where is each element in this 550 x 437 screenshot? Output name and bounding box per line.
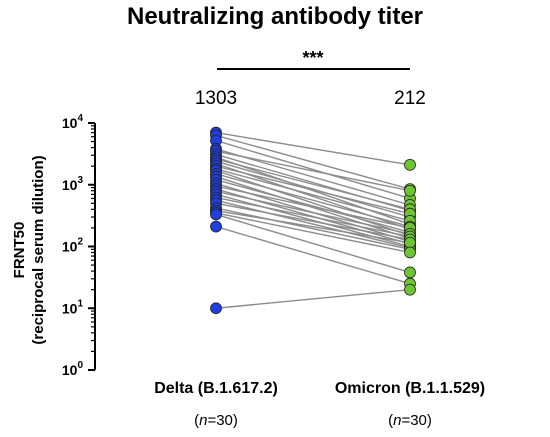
gmt-value-label: 212 <box>394 88 426 109</box>
pair-line <box>215 139 411 200</box>
y-tick-label: 104 <box>62 113 84 131</box>
pair-line <box>215 165 411 215</box>
chart-title: Neutralizing antibody titer <box>127 3 423 30</box>
x-category-label: Omicron (B.1.1.529) <box>335 380 485 397</box>
omicron-point <box>404 266 416 279</box>
pair-line <box>215 156 411 225</box>
omicron-point <box>404 283 416 296</box>
pair-line <box>215 131 411 166</box>
pair-line <box>215 168 411 222</box>
gmt-labels: 1303 212 <box>195 88 426 109</box>
pair-line <box>215 169 411 237</box>
y-tick-exponent: 4 <box>77 113 83 124</box>
pair-line <box>215 207 411 251</box>
omicron-point <box>404 246 416 259</box>
significance-bracket: *** <box>217 48 410 70</box>
pair-line <box>215 212 411 254</box>
pair-line <box>215 173 411 228</box>
sample-size-label: (n=30) <box>194 412 238 429</box>
y-tick-base: 10 <box>62 300 78 316</box>
pair-line <box>215 196 411 238</box>
pair-line <box>215 190 411 235</box>
pair-line <box>215 185 411 229</box>
significance-label: *** <box>302 48 323 68</box>
y-tick-base: 10 <box>62 177 78 193</box>
pair-lines <box>215 131 411 309</box>
gmt-value-label: 1303 <box>195 88 237 109</box>
pair-line <box>215 199 411 249</box>
delta-point <box>210 220 222 233</box>
y-tick-label: 101 <box>62 298 84 316</box>
y-tick-label: 100 <box>62 360 84 378</box>
pair-line <box>215 225 411 285</box>
data-points <box>210 126 416 315</box>
y-axis-label-line2: (reciprocal serum dilution) <box>30 155 47 344</box>
pair-line <box>215 210 411 244</box>
pair-line <box>215 179 411 233</box>
pair-line <box>215 202 411 241</box>
sample-size-label: (n=30) <box>388 412 432 429</box>
omicron-point <box>404 184 416 197</box>
x-axis-labels: Delta (B.1.617.2) (n=30) Omicron (B.1.1.52… <box>154 380 485 429</box>
delta-point <box>210 208 222 221</box>
y-tick-exponent: 2 <box>77 237 83 248</box>
y-tick-exponent: 0 <box>77 360 83 371</box>
y-axis-label: FRNT50 (reciprocal serum dilution) <box>11 155 47 344</box>
y-tick-base: 10 <box>62 362 78 378</box>
pair-line <box>215 288 411 309</box>
y-tick-base: 10 <box>62 115 78 131</box>
x-category-label: Delta (B.1.617.2) <box>154 380 278 397</box>
pair-line <box>215 213 411 274</box>
pair-line <box>215 150 411 192</box>
pair-line <box>215 158 411 211</box>
y-tick-base: 10 <box>62 239 78 255</box>
omicron-point <box>404 158 416 171</box>
pair-line <box>215 160 411 218</box>
y-tick-label: 103 <box>62 175 84 193</box>
y-tick-label: 102 <box>62 237 84 255</box>
y-tick-exponent: 1 <box>77 298 83 309</box>
delta-point <box>210 302 222 315</box>
y-tick-exponent: 3 <box>77 175 83 186</box>
y-axis-label-line1: FRNT50 <box>11 222 28 279</box>
pair-line <box>215 134 411 190</box>
